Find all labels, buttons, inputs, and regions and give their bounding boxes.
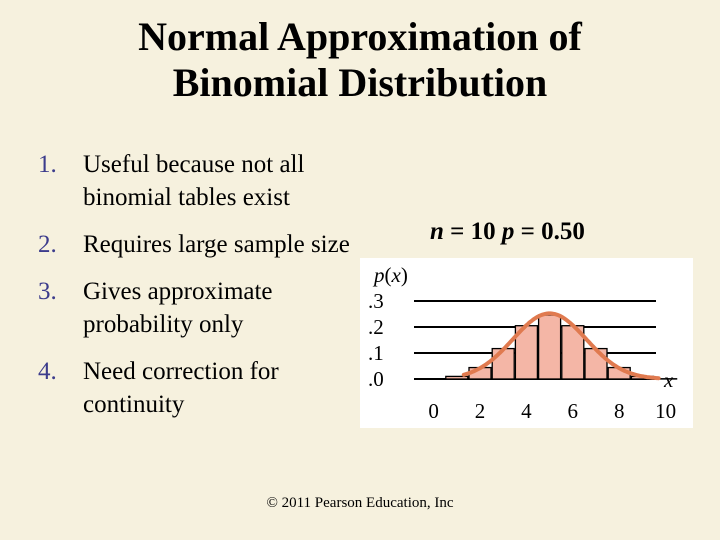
bullet-text: Gives approximate probability only [83, 278, 273, 338]
x-tick-label: 8 [614, 399, 625, 423]
bullet-number: 2. [38, 231, 57, 258]
n-label: n [430, 218, 444, 245]
bullet-number: 4. [38, 358, 57, 385]
bullet-text: Need correction for continuity [83, 358, 279, 418]
y-axis-label: p(x) [372, 263, 408, 287]
x-tick-label: 10 [655, 399, 676, 423]
histogram-bar [491, 347, 515, 380]
histogram-bar [584, 347, 608, 380]
bullet-number: 1. [38, 151, 57, 178]
x-tick-label: 6 [568, 399, 579, 423]
bullet-text: Requires large sample size [83, 231, 350, 258]
x-tick-label: 2 [475, 399, 486, 423]
bullet-list: 1. Useful because not all binomial table… [38, 148, 358, 435]
p-label: p [501, 218, 515, 245]
p-value: = 0.50 [514, 218, 585, 245]
chart-heading: n = 10 p = 0.50 [430, 218, 585, 246]
x-axis-label: x [663, 368, 674, 392]
y-axis-label-paren: ( [385, 263, 392, 287]
histogram-bar [445, 375, 469, 380]
y-axis-label-paren-close: ) [401, 263, 408, 287]
title-line-2: Binomial Distribution [172, 60, 548, 105]
chart-panel: p(x) .3.2.1.0 0 2 4 6 8 10 x [360, 258, 693, 428]
title-line-1: Normal Approximation of [138, 14, 582, 59]
binomial-chart: p(x).3.2.1.00 2 4 6 8 10x [368, 263, 678, 423]
bullet-text: Useful because not all binomial tables e… [83, 151, 305, 211]
n-value: = 10 [443, 218, 502, 245]
y-axis-label-p: p [372, 263, 385, 287]
bullet-item: 1. Useful because not all binomial table… [38, 148, 358, 214]
x-tick-label: 4 [521, 399, 532, 423]
y-axis-label-x: x [391, 263, 402, 287]
x-tick-label: 0 [428, 399, 439, 423]
bullet-number: 3. [38, 278, 57, 305]
y-tick-label: .0 [368, 367, 384, 391]
histogram-bar [537, 314, 562, 380]
y-tick-label: .1 [368, 341, 384, 365]
bullet-item: 4. Need correction for continuity [38, 355, 358, 421]
bullet-item: 2. Requires large sample size [38, 228, 358, 261]
bullet-item: 3. Gives approximate probability only [38, 275, 358, 341]
normal-curve [461, 311, 661, 381]
slide-title: Normal Approximation of Binomial Distrib… [0, 14, 720, 106]
y-tick-label: .2 [368, 315, 384, 339]
y-tick-label: .3 [368, 289, 384, 313]
copyright-footer: © 2011 Pearson Education, Inc [266, 495, 454, 511]
